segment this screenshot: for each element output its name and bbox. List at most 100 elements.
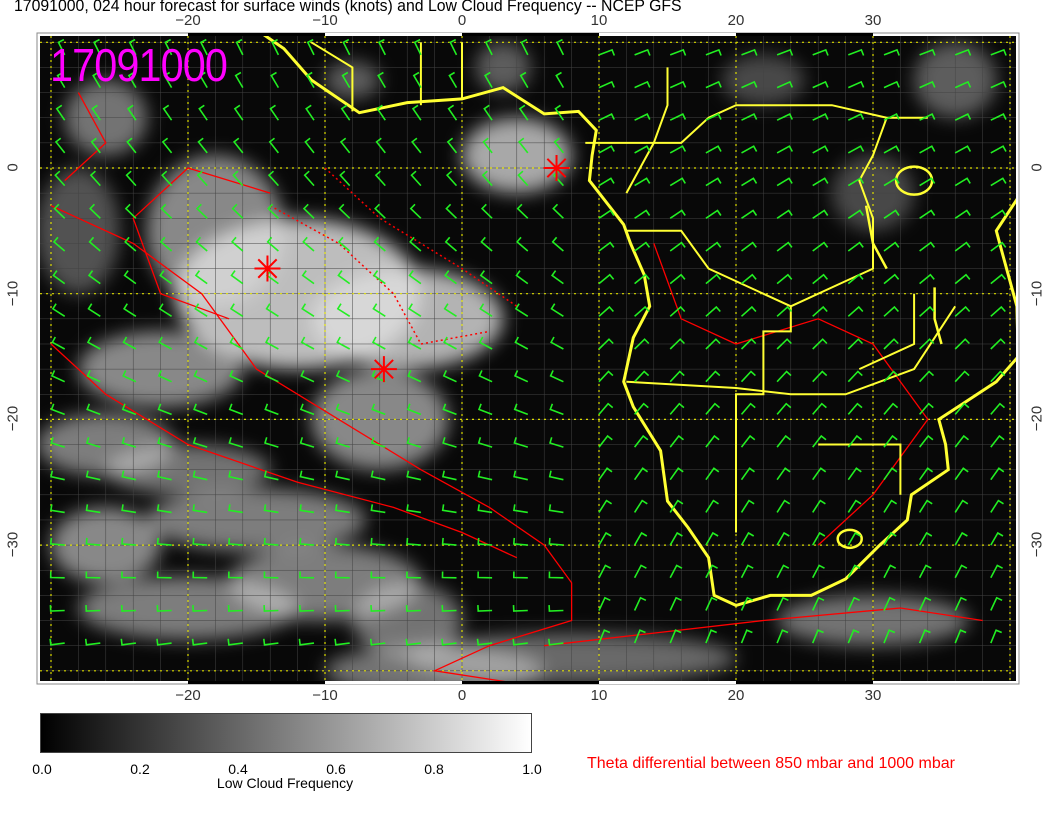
wind-barb (549, 403, 564, 416)
wind-barb (50, 403, 65, 416)
wind-barb (441, 537, 457, 546)
wind-barb (776, 305, 793, 317)
wind-barb (477, 504, 493, 514)
wind-barb (705, 499, 719, 513)
wind-barb (302, 236, 315, 252)
wind-barb (847, 113, 865, 121)
wind-barb (990, 113, 1007, 121)
wind-barb (740, 305, 757, 317)
wind-barb (267, 203, 279, 219)
top-lon-tick: −10 (312, 12, 338, 29)
wind-barb (334, 638, 350, 646)
bottom-lon-tick: −10 (312, 687, 338, 704)
wind-barb (409, 203, 422, 219)
wind-barbs (49, 38, 1007, 646)
wind-barb (482, 137, 493, 154)
wind-barb (49, 605, 65, 612)
wind-barb (409, 236, 422, 252)
wind-barb (299, 537, 315, 546)
wind-barb (548, 470, 564, 481)
wind-barb (740, 370, 756, 383)
wind-barb (412, 71, 422, 89)
wind-barb (193, 403, 208, 416)
wind-barb (265, 336, 279, 350)
wind-barb (812, 48, 829, 56)
axis-scale-bar (462, 33, 599, 36)
wind-barb (228, 504, 243, 514)
wind-barb (264, 403, 279, 416)
wind-barb (811, 596, 825, 611)
wind-barb (883, 113, 900, 121)
wind-barb (669, 241, 686, 252)
wind-barb (86, 336, 101, 350)
theta-contours (50, 92, 983, 681)
wind-barb (51, 303, 66, 317)
date-stamp: 17091000 (50, 39, 228, 91)
wind-barb (334, 537, 350, 546)
wind-barb (634, 177, 651, 187)
wind-barb (669, 209, 686, 219)
contour-line (50, 205, 573, 681)
wind-barb (551, 236, 564, 252)
wind-barb (52, 236, 66, 252)
wind-barb (443, 303, 457, 317)
wind-barb (229, 336, 244, 350)
wind-barb (446, 137, 458, 154)
contour-line (653, 243, 929, 546)
graticule (40, 36, 1016, 681)
wind-barb (86, 370, 101, 383)
wind-barb (552, 203, 564, 219)
wind-barb (883, 80, 900, 89)
wind-barb (374, 170, 386, 187)
wind-barb (300, 336, 315, 350)
wind-barb (741, 145, 758, 154)
wind-barb (299, 403, 315, 416)
wind-barb (264, 437, 279, 448)
wind-barb (741, 177, 758, 187)
wind-barb (370, 504, 386, 514)
wind-barb (550, 270, 564, 285)
wind-barb (476, 638, 493, 646)
country-border (818, 443, 902, 495)
wind-barb (598, 596, 611, 611)
wind-barb (633, 629, 646, 644)
wind-barb (847, 177, 865, 187)
wind-barb (50, 370, 66, 383)
wind-barb (299, 571, 315, 579)
wind-barb (513, 403, 529, 416)
wind-barb (56, 71, 66, 89)
top-lon-tick: 0 (457, 12, 467, 29)
wind-barb (741, 48, 758, 56)
wind-barb (848, 48, 865, 56)
wind-barb (335, 403, 350, 416)
wind-barb (919, 113, 936, 121)
wind-barb (156, 605, 172, 612)
wind-barb (954, 305, 971, 317)
wind-barb (377, 71, 386, 89)
wind-barb (265, 303, 279, 317)
wind-barb (89, 170, 101, 187)
wind-barb (197, 137, 208, 154)
wind-barb (334, 605, 350, 612)
wind-barb (705, 629, 718, 644)
wind-barb (918, 402, 934, 415)
wind-barb (372, 270, 386, 285)
wind-barb (337, 270, 351, 285)
wind-barb (776, 80, 794, 89)
wind-barb (954, 209, 971, 219)
wind-barb (339, 137, 351, 154)
wind-barb (598, 338, 614, 350)
wind-barb (812, 434, 827, 448)
wind-barb (705, 564, 718, 579)
wind-barb (336, 336, 351, 350)
wind-barb (812, 273, 829, 285)
wind-barb (270, 71, 280, 89)
wind-barb (740, 338, 757, 350)
wind-barb (227, 571, 243, 579)
wind-barb (230, 236, 244, 252)
wind-barb (299, 504, 315, 514)
wind-barb (302, 203, 315, 219)
wind-barb (198, 104, 208, 121)
wind-barb (740, 273, 757, 285)
wind-barb (407, 303, 422, 317)
